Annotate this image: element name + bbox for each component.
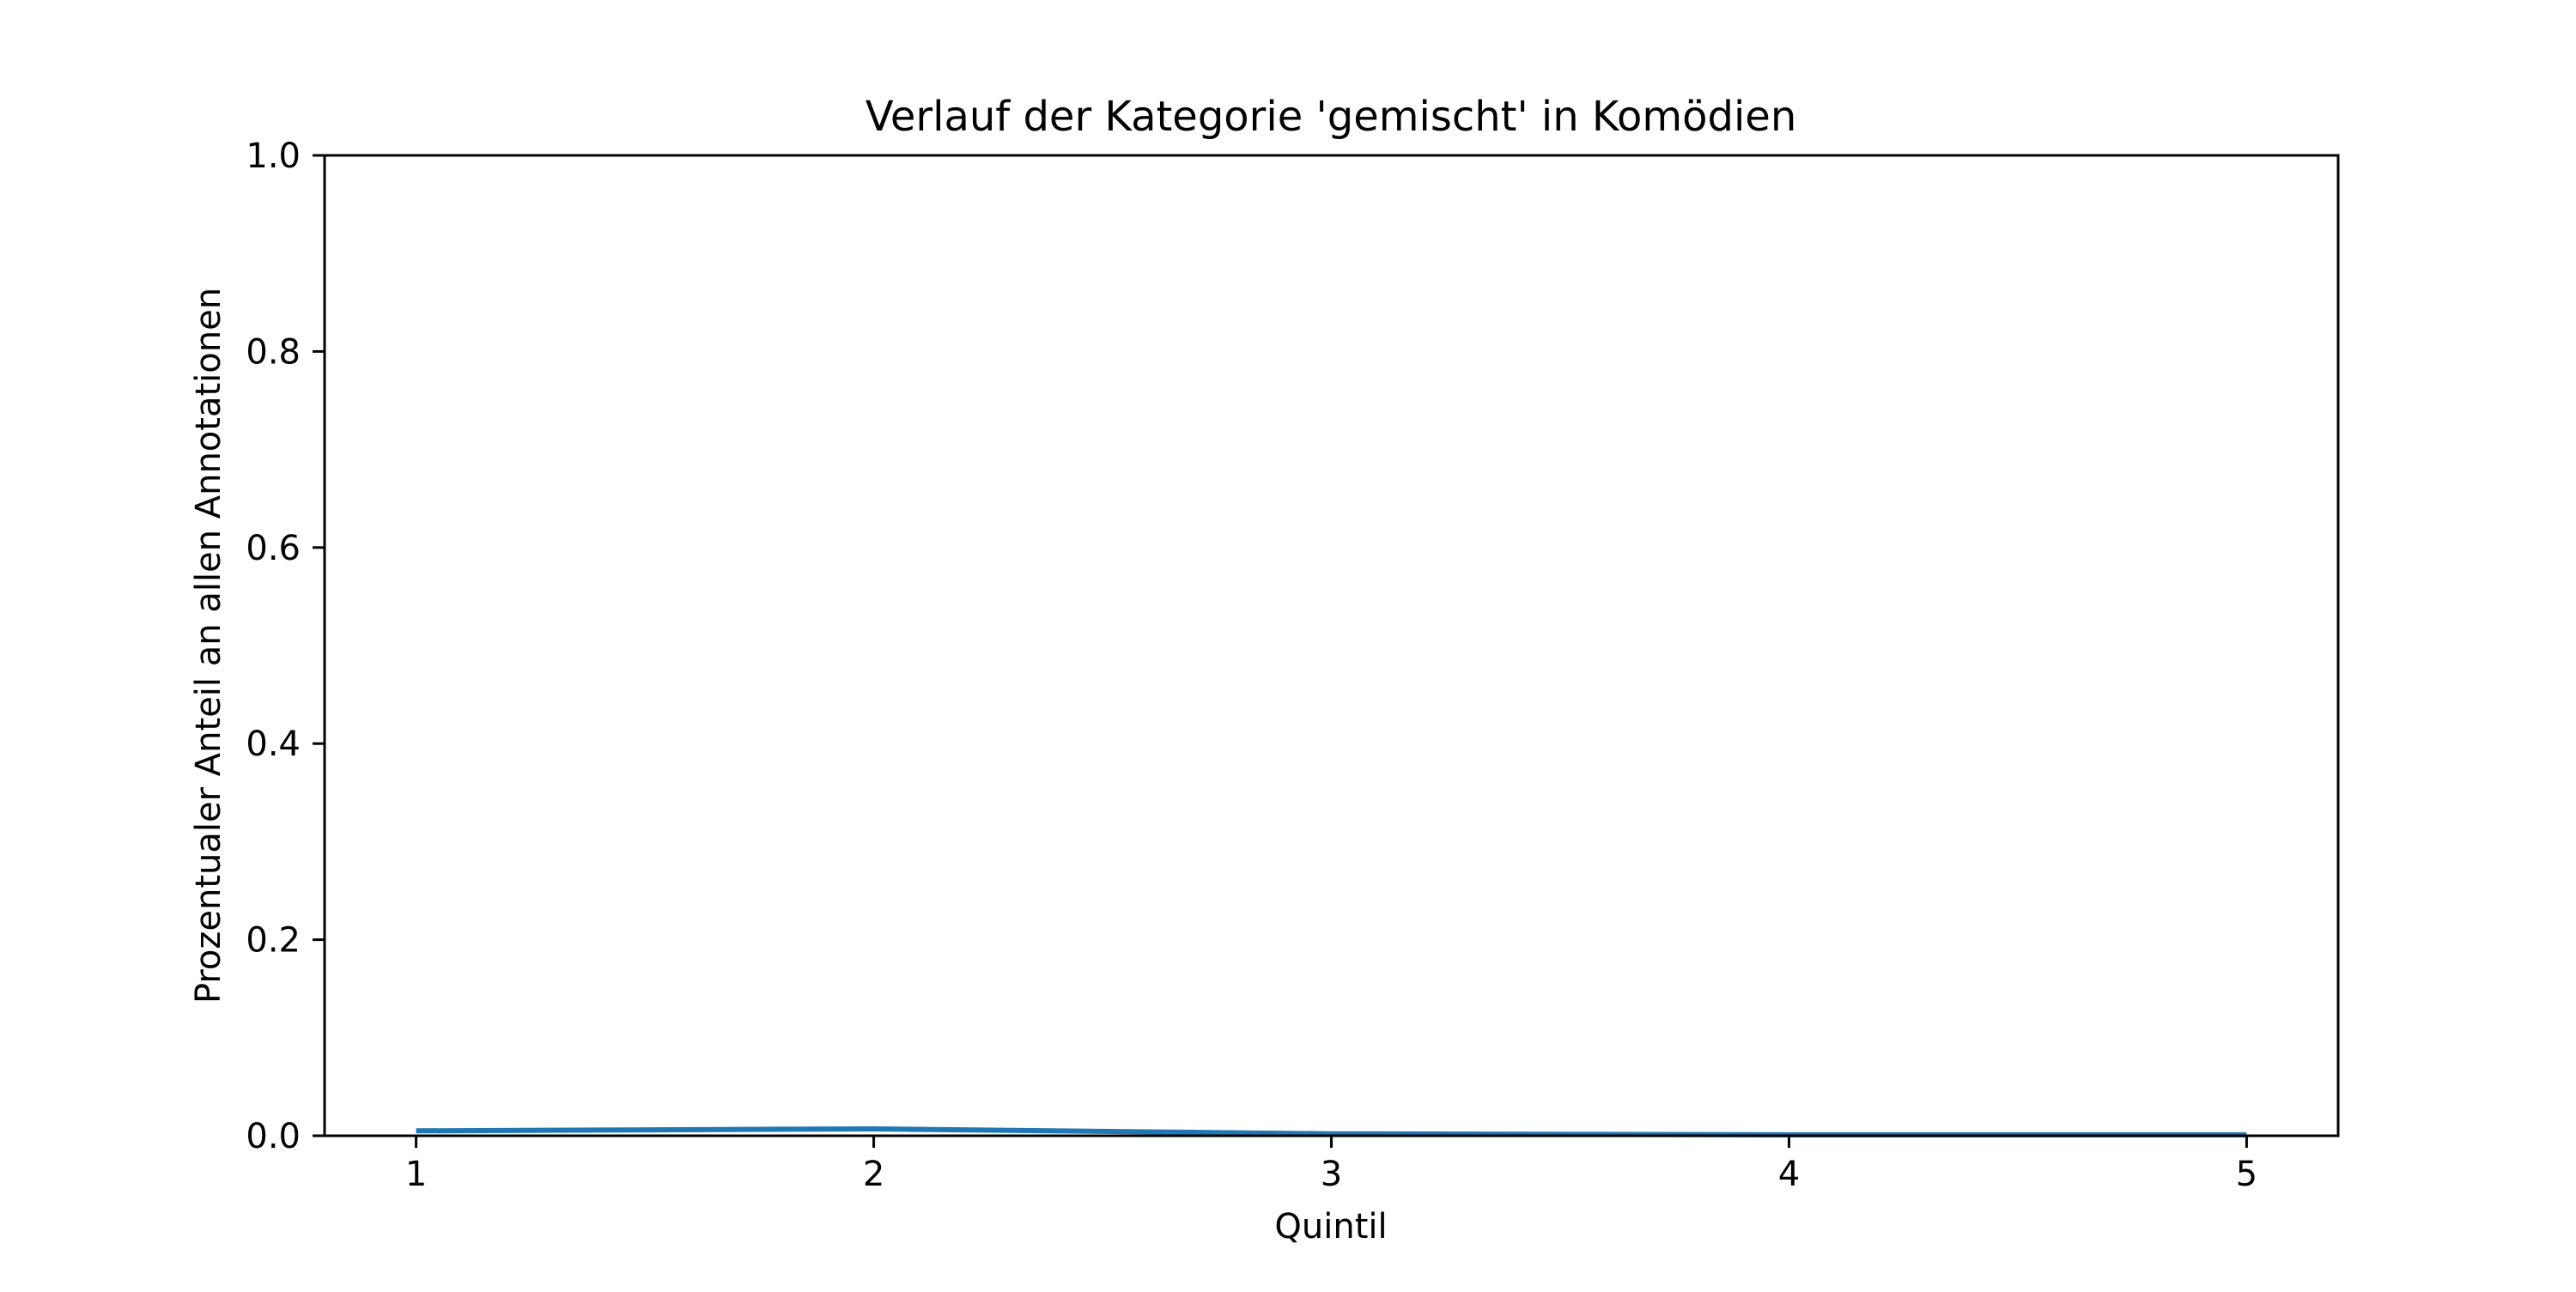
y-tick-label: 0.6 [246, 529, 301, 568]
chart-title: Verlauf der Kategorie 'gemischt' in Komö… [866, 93, 1797, 141]
y-axis-title: Prozentualer Anteil an allen Annotatione… [189, 288, 228, 1004]
x-tick-label: 2 [863, 1155, 884, 1194]
x-tick-label: 1 [405, 1155, 427, 1194]
y-tick-label: 0.8 [246, 332, 301, 372]
x-tick-label: 4 [1778, 1155, 1800, 1194]
x-tick-label: 5 [2236, 1155, 2257, 1194]
y-tick-label: 1.0 [246, 136, 301, 176]
y-tick-label: 0.4 [246, 725, 301, 764]
x-tick-label: 3 [1321, 1155, 1342, 1194]
x-axis-title: Quintil [1274, 1207, 1387, 1247]
y-tick-label: 0.0 [246, 1117, 301, 1156]
y-tick-label: 0.2 [246, 921, 301, 961]
